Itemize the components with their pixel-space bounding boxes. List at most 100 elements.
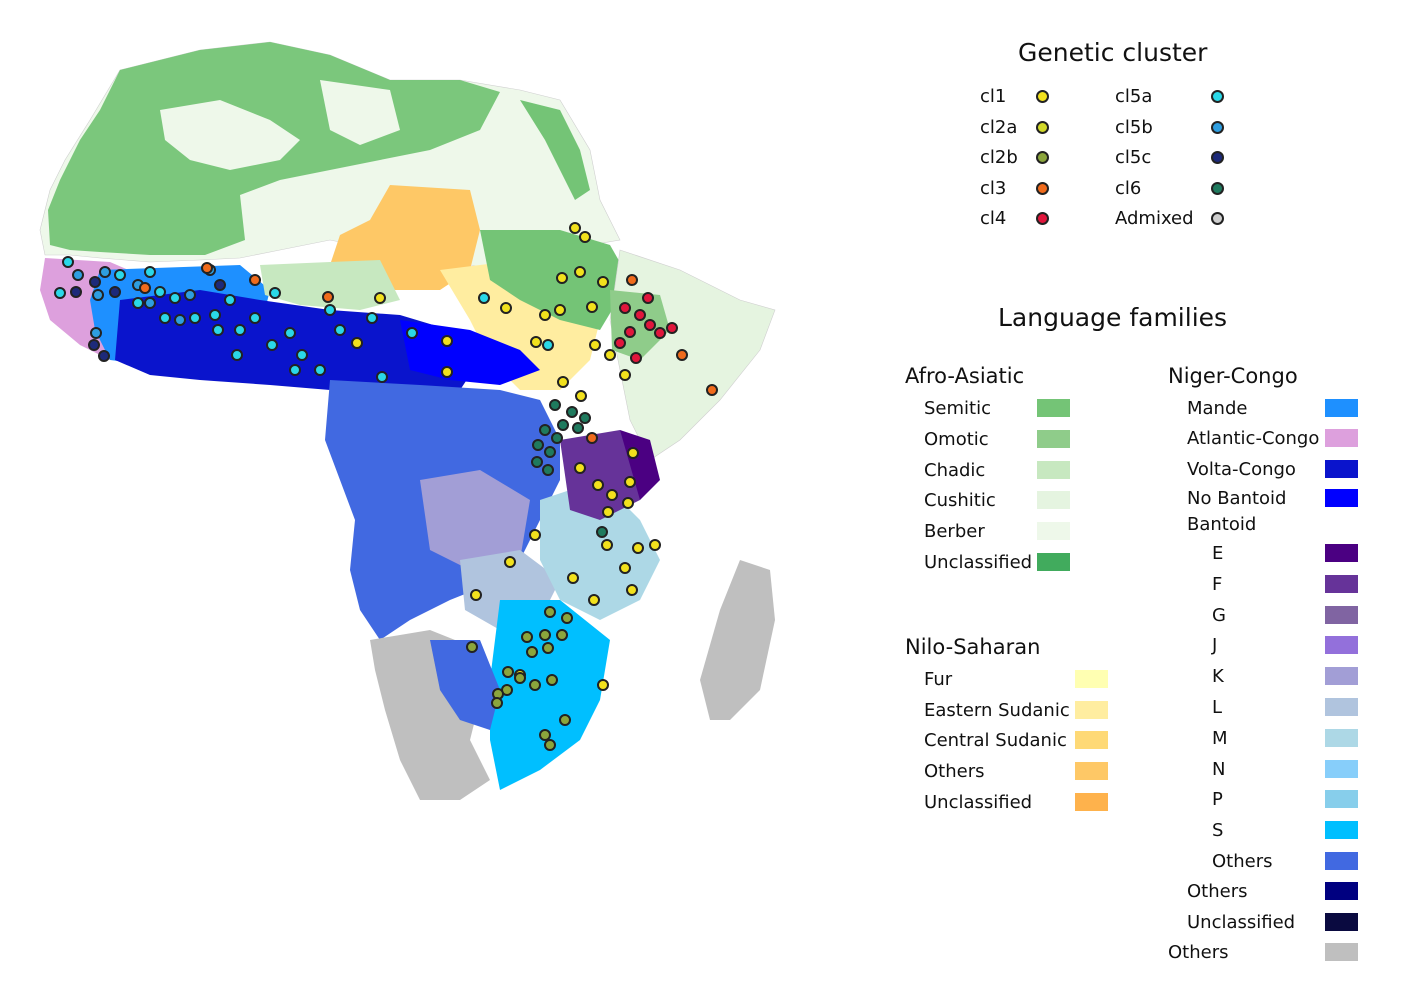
sample-point	[644, 319, 656, 331]
niger-congo-swatch	[1325, 489, 1358, 507]
cluster-label: cl2b	[980, 147, 1018, 168]
bantoid-item-label: M	[1212, 727, 1228, 749]
sample-point	[284, 327, 296, 339]
bantoid-item-label: F	[1212, 573, 1223, 595]
cluster-marker-icon	[1211, 181, 1224, 195]
sample-point	[566, 406, 578, 418]
sample-point	[619, 562, 631, 574]
sample-point	[544, 606, 556, 618]
nilo-saharan-swatch	[1075, 792, 1108, 811]
sample-point	[406, 327, 418, 339]
bantoid-item-label: J	[1212, 635, 1218, 657]
bantoid-item-label: E	[1212, 543, 1224, 564]
bantoid-swatch	[1325, 544, 1358, 562]
sample-point	[624, 326, 636, 338]
nilo-saharan-item-label: Eastern Sudanic	[924, 699, 1070, 721]
sample-point	[529, 679, 541, 691]
sample-point	[224, 294, 236, 306]
bantoid-title: Bantoid	[1187, 514, 1257, 535]
cluster-label: cl5a	[1115, 86, 1153, 107]
afro-asiatic-title: Afro-Asiatic	[905, 364, 1025, 388]
bantoid-item-label: Others	[1212, 851, 1273, 872]
niger-congo-item-label: Unclassified	[1187, 911, 1296, 933]
sample-point	[466, 641, 478, 653]
cluster-marker-icon	[1211, 90, 1224, 103]
sample-point	[98, 350, 110, 362]
sample-point	[89, 276, 101, 288]
sample-point	[114, 269, 126, 281]
afro-asiatic-swatch	[1037, 460, 1070, 479]
afro-asiatic-swatch	[1037, 429, 1070, 448]
sample-point	[649, 539, 661, 551]
sample-point	[209, 309, 221, 321]
sample-point	[189, 312, 201, 324]
nilo-saharan-swatch	[1075, 670, 1108, 688]
region-libya-hole	[320, 80, 400, 145]
sample-point	[554, 304, 566, 316]
region-nile-semitic	[520, 100, 590, 200]
sample-point	[597, 276, 609, 288]
sample-point	[62, 256, 74, 268]
sample-point	[169, 292, 181, 304]
sample-point	[626, 274, 638, 286]
region-bantoid-g	[620, 430, 660, 500]
sample-point	[139, 282, 151, 294]
afro-asiatic-item-label: Omotic	[924, 428, 989, 450]
bantoid-swatch	[1325, 636, 1358, 655]
others-label: Others	[1168, 942, 1229, 963]
bantoid-swatch	[1325, 852, 1358, 870]
cluster-label: cl5c	[1115, 147, 1152, 168]
sample-point	[614, 337, 626, 349]
sample-point	[376, 371, 388, 383]
sample-point	[539, 729, 551, 741]
nilo-saharan-swatch	[1075, 700, 1108, 719]
cluster-label: cl2a	[980, 116, 1018, 138]
sample-point	[478, 292, 490, 304]
sample-point	[546, 674, 558, 686]
niger-congo-swatch	[1325, 460, 1358, 478]
cluster-label: cl3	[980, 177, 1007, 199]
sample-point	[559, 714, 571, 726]
sample-point	[542, 464, 554, 476]
sample-point	[604, 349, 616, 361]
sample-point	[269, 287, 281, 299]
sample-point	[634, 309, 646, 321]
language-families-title: Language families	[998, 303, 1228, 332]
sample-point	[334, 324, 346, 336]
afro-asiatic-item-label: Unclassified	[924, 552, 1033, 573]
nilo-saharan-swatch	[1075, 731, 1108, 750]
bantoid-item-label: S	[1212, 820, 1224, 842]
cluster-marker-icon	[1211, 212, 1224, 225]
sample-point	[174, 314, 186, 326]
region-volta-congo-west	[115, 290, 480, 395]
bantoid-swatch	[1325, 821, 1358, 840]
sample-point	[521, 631, 533, 643]
sample-point	[539, 309, 551, 321]
sample-point	[556, 272, 568, 284]
sample-point	[532, 439, 544, 451]
niger-congo-title: Niger-Congo	[1168, 364, 1298, 388]
bantoid-item-label: N	[1212, 758, 1226, 780]
sample-point	[622, 497, 634, 509]
cluster-marker-icon	[1036, 90, 1049, 103]
afro-asiatic-item-label: Semitic	[924, 398, 991, 419]
sample-point	[289, 364, 301, 376]
region-sahara-hole	[160, 100, 300, 170]
cluster-marker-icon	[1036, 181, 1049, 195]
sample-point	[626, 584, 638, 596]
sample-point	[574, 462, 586, 474]
niger-congo-item-label: Others	[1187, 881, 1248, 902]
sample-point	[619, 302, 631, 314]
cluster-label: cl5b	[1115, 116, 1153, 138]
sample-point	[441, 335, 453, 347]
niger-congo-swatch	[1325, 399, 1358, 417]
sample-point	[589, 339, 601, 351]
nilo-saharan-item-label: Unclassified	[924, 791, 1033, 813]
sample-point	[602, 506, 614, 518]
sample-point	[572, 422, 584, 434]
region-madagascar	[700, 560, 775, 720]
afro-asiatic-swatch	[1037, 522, 1070, 541]
bantoid-swatch	[1325, 728, 1358, 747]
bantoid-swatch	[1325, 698, 1358, 716]
region-no-bantoid	[400, 320, 540, 385]
